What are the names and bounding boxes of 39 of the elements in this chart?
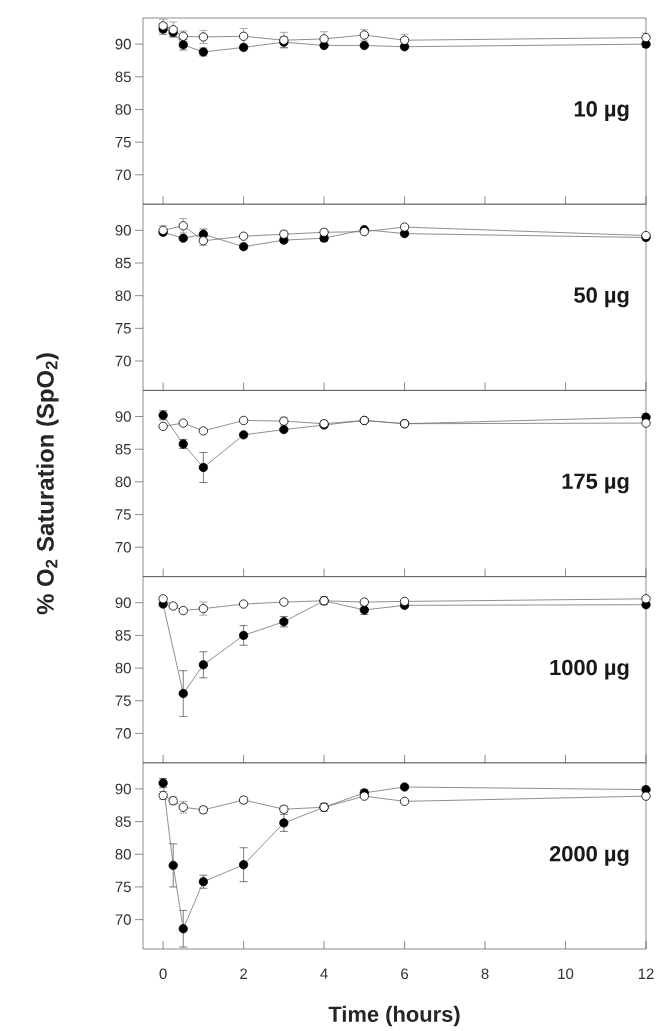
y-tick-label: 90 xyxy=(115,225,131,236)
x-tick-label: 6 xyxy=(401,968,409,980)
y-tick-label: 80 xyxy=(115,662,131,674)
y-tick-label: 85 xyxy=(115,71,131,83)
y-tick-label: 75 xyxy=(115,323,131,334)
y-tick-label: 90 xyxy=(115,38,131,50)
x-axis-title: Time (hours) xyxy=(328,1005,460,1027)
y-tick-label: 75 xyxy=(115,695,131,706)
y-tick-label: 85 xyxy=(115,816,131,827)
y-tick-label: 90 xyxy=(115,597,131,609)
annotation: 10 µg xyxy=(574,101,629,122)
y-axis-title: % O$_{2}$ Saturation (SpO$_{2}$) xyxy=(36,353,59,615)
y-tick-label: 70 xyxy=(115,355,131,367)
x-tick-label: 12 xyxy=(638,968,654,979)
x-tick-label: 2 xyxy=(240,968,248,979)
y-tick-label: 70 xyxy=(115,169,131,181)
annotation: 1000 µg xyxy=(550,659,629,680)
x-tick-label: 4 xyxy=(320,968,328,979)
y-tick-label: 90 xyxy=(115,783,131,795)
y-tick-label: 80 xyxy=(115,104,131,115)
y-tick-label: 80 xyxy=(115,848,131,860)
y-tick-label: 75 xyxy=(115,136,131,148)
y-tick-label: 80 xyxy=(115,476,131,488)
y-tick-label: 75 xyxy=(115,881,131,893)
annotation: 2000 µg xyxy=(549,845,629,866)
x-tick-label: 8 xyxy=(481,968,489,980)
y-tick-label: 90 xyxy=(115,411,131,422)
y-tick-label: 85 xyxy=(115,257,131,269)
y-tick-label: 70 xyxy=(115,541,131,553)
y-tick-label: 85 xyxy=(115,443,131,455)
y-tick-label: 80 xyxy=(115,290,131,301)
y-tick-label: 85 xyxy=(115,630,131,641)
x-tick-label: 0 xyxy=(159,968,167,980)
y-tick-label: 75 xyxy=(115,509,131,520)
annotation: 50 µg xyxy=(574,287,629,308)
x-tick-label: 10 xyxy=(558,968,574,980)
annotation: 175 µg xyxy=(562,473,629,494)
y-tick-label: 70 xyxy=(115,728,131,739)
y-tick-label: 70 xyxy=(115,914,131,925)
